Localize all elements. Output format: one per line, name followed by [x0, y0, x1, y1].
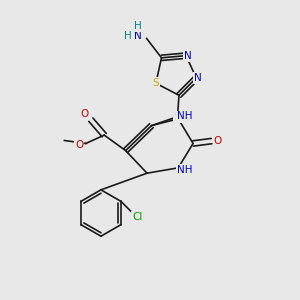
Text: H: H [134, 21, 142, 31]
Text: Cl: Cl [132, 212, 142, 222]
Text: O: O [75, 140, 83, 150]
Text: O: O [81, 109, 89, 119]
Text: N: N [194, 73, 202, 83]
Text: NH: NH [177, 111, 193, 122]
Text: O: O [213, 136, 222, 146]
Text: N: N [184, 51, 191, 61]
Text: N: N [134, 31, 142, 41]
Text: H: H [124, 31, 132, 41]
Text: S: S [174, 112, 181, 122]
Text: S: S [153, 78, 159, 88]
Text: NH: NH [177, 165, 193, 175]
